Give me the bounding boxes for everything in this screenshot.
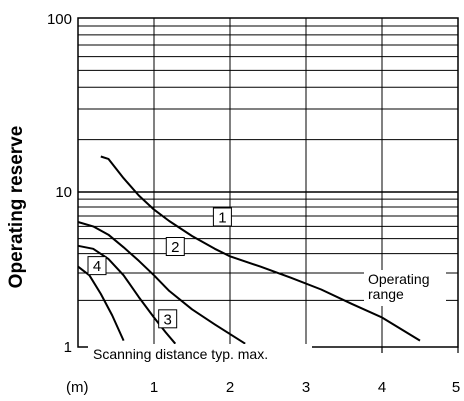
bottom-note-background xyxy=(88,344,312,364)
x-tick-label-1: 1 xyxy=(150,379,158,396)
series-label-box-2 xyxy=(165,237,185,257)
series-label-box-3 xyxy=(158,309,178,329)
series-label-2: 2 xyxy=(171,239,179,256)
x-tick-label-2: 2 xyxy=(226,379,234,396)
bottom-note: Scanning distance typ. max. xyxy=(93,346,268,362)
operating-range-label: Operating xyxy=(368,271,429,287)
y-tick-label-10: 10 xyxy=(55,184,72,201)
y-tick-label-100: 100 xyxy=(47,11,72,28)
x-tick-label-3: 3 xyxy=(302,379,310,396)
x-axis-unit-label: (m) xyxy=(66,379,89,396)
series-label-3: 3 xyxy=(164,311,172,328)
series-curve-2 xyxy=(77,221,246,345)
operating-range-label-2: range xyxy=(368,286,404,302)
series-curve-4 xyxy=(77,265,125,342)
x-tick-label-5: 5 xyxy=(452,379,460,396)
operating-range-background xyxy=(364,270,446,306)
series-label-1: 1 xyxy=(218,209,226,226)
series-label-boxes: 1 2 3 4 xyxy=(87,207,232,329)
series-curve-3 xyxy=(77,244,177,345)
series-label-4: 4 xyxy=(93,258,101,275)
y-axis-title: Operating reserve xyxy=(6,126,27,289)
series-label-box-1 xyxy=(212,207,232,227)
y-tick-label-1: 1 xyxy=(64,339,72,356)
curves xyxy=(77,155,421,345)
x-tick-label-4: 4 xyxy=(378,379,386,396)
series-curve-1 xyxy=(100,155,421,342)
series-label-box-4 xyxy=(87,256,107,276)
